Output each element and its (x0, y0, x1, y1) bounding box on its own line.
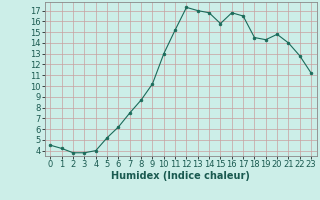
X-axis label: Humidex (Indice chaleur): Humidex (Indice chaleur) (111, 171, 250, 181)
